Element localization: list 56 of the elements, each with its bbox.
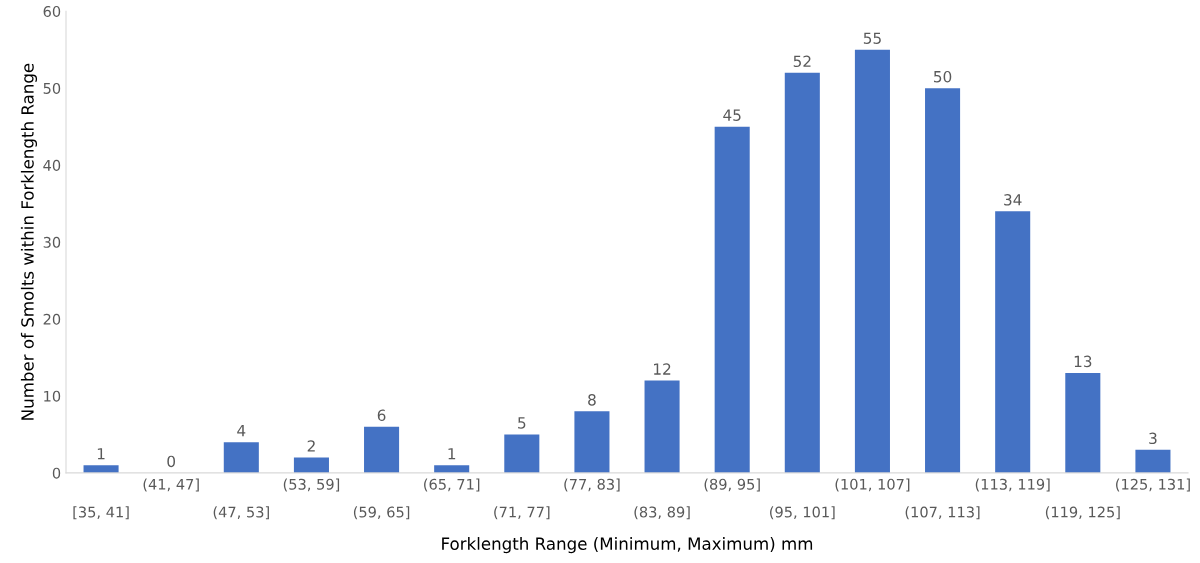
bar: [714, 126, 750, 473]
x-tick-label: (77, 83]: [564, 478, 620, 492]
x-tick-label: (101, 107]: [835, 478, 910, 492]
data-label: 8: [588, 394, 596, 406]
x-tick-label: (89, 95]: [704, 478, 760, 492]
bar: [364, 426, 400, 473]
data-label: 3: [1149, 432, 1157, 445]
y-axis-title: Number of Smolts within Forklength Range: [20, 63, 38, 420]
bar: [644, 380, 680, 473]
y-tick-label: 30: [43, 236, 61, 248]
data-label: 52: [793, 55, 811, 68]
data-label: 34: [1004, 194, 1022, 206]
data-label: 2: [307, 440, 315, 452]
data-label: 13: [1074, 355, 1092, 368]
bar: [1135, 449, 1171, 473]
bar: [223, 442, 259, 473]
y-tick-label: 10: [44, 390, 61, 402]
y-tick-label: 60: [43, 5, 61, 18]
bar: [434, 465, 470, 473]
x-tick-label: (107, 113]: [905, 506, 980, 520]
bar: [854, 49, 890, 473]
data-label: 0: [167, 455, 176, 468]
y-tick-label: 50: [43, 82, 61, 94]
x-tick-label: (59, 65]: [353, 506, 410, 520]
bar: [925, 88, 961, 473]
bar: [83, 465, 119, 473]
bar: [293, 457, 329, 473]
bar: [784, 72, 820, 473]
data-label: 1: [448, 448, 456, 460]
data-label: 4: [237, 425, 246, 437]
data-label: 50: [934, 70, 952, 83]
x-tick-label: (41, 47]: [143, 478, 199, 492]
data-label: 6: [377, 409, 386, 422]
y-tick-label: 40: [43, 159, 61, 171]
x-tick-label: (83, 89]: [634, 506, 690, 520]
bar: [504, 434, 540, 473]
x-tick-label: (113, 119]: [975, 478, 1050, 492]
x-tick-label: (125, 131]: [1116, 478, 1190, 492]
y-tick-label: 0: [52, 467, 61, 479]
x-tick-label: (71, 77]: [494, 506, 550, 520]
y-tick-label: 20: [43, 313, 61, 325]
x-tick-label: (65, 71]: [424, 478, 480, 492]
x-tick-label: [35, 41]: [73, 506, 129, 520]
bar: [995, 211, 1031, 473]
x-tick-label: (53, 59]: [283, 478, 340, 492]
x-tick-label: (95, 101]: [770, 506, 835, 520]
data-label: 45: [723, 109, 741, 121]
x-tick-label: (47, 53]: [213, 506, 269, 520]
bar: [574, 411, 610, 473]
x-axis-title: Forklength Range (Minimum, Maximum) mm: [442, 537, 813, 554]
x-tick-label: (119, 125]: [1045, 506, 1120, 520]
data-label: 5: [518, 417, 526, 429]
data-label: 55: [863, 32, 881, 44]
data-label: 1: [97, 448, 105, 460]
data-label: 12: [654, 363, 671, 375]
bar: [1065, 372, 1101, 473]
